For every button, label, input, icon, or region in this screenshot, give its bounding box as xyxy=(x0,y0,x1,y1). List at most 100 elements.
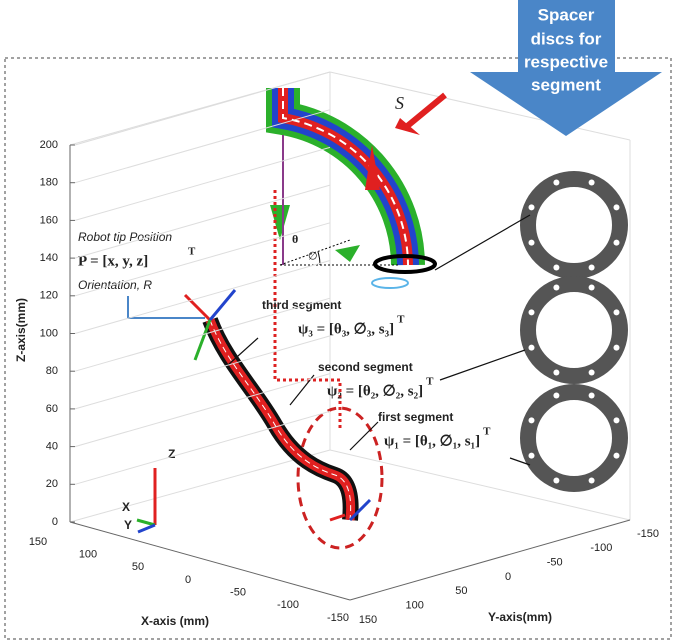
disc-hole xyxy=(613,309,620,316)
arc-label: S xyxy=(395,93,404,113)
z-tick-label: 100 xyxy=(40,327,58,339)
disc-hole xyxy=(613,239,620,246)
robot-body xyxy=(183,289,372,522)
disc-hole xyxy=(588,477,595,484)
callout-text: Spacer xyxy=(538,5,595,24)
z-tick-label: 20 xyxy=(46,478,58,490)
phi-label: ∅ xyxy=(308,251,318,263)
disc-hole xyxy=(613,417,620,424)
x-axis-label: X-axis (mm) xyxy=(141,614,209,628)
disc-hole xyxy=(528,239,535,246)
y-tick-label: 0 xyxy=(505,571,511,583)
disc-hole xyxy=(613,344,620,351)
z-tick-label: 40 xyxy=(46,441,58,453)
disc-hole xyxy=(553,179,560,186)
frame-x: X xyxy=(122,500,130,514)
x-tick-label: -50 xyxy=(230,587,246,599)
callout-text: respective xyxy=(524,52,608,71)
disc-pointers xyxy=(434,214,531,466)
disc-hole xyxy=(553,477,560,484)
tip-position-sup: T xyxy=(188,246,196,258)
segment-formula: ψ₂ = [θ₂, ∅₂, s₂] xyxy=(327,383,423,399)
tip-position: P = [x, y, z] xyxy=(78,253,148,269)
frame-y: Y xyxy=(124,518,132,532)
x-tick-label: 100 xyxy=(79,549,97,561)
z-tick-label: 160 xyxy=(40,214,58,226)
y-tick-label: 150 xyxy=(359,614,377,626)
segment-name: third segment xyxy=(262,298,341,312)
grid-line xyxy=(74,373,331,448)
grid-line xyxy=(74,109,331,184)
z-axis-label: Z-axis(mm) xyxy=(14,298,28,362)
disc-hole xyxy=(613,452,620,459)
disc-hole xyxy=(553,284,560,291)
segment-sup: T xyxy=(483,426,491,438)
disc-hole xyxy=(553,392,560,399)
grid-line xyxy=(74,260,331,334)
x-tick-label: -100 xyxy=(277,599,299,611)
x-tick-label: 150 xyxy=(29,536,47,548)
callout-text: discs for xyxy=(531,29,602,48)
segment-pointer xyxy=(227,337,259,366)
zoom-ellipse xyxy=(296,406,384,550)
z-tick-label: 180 xyxy=(40,177,58,189)
grid-line xyxy=(74,71,331,146)
y-tick-label: 100 xyxy=(405,600,423,612)
segment-sup: T xyxy=(426,376,434,388)
y-axis-label: Y-axis(mm) xyxy=(488,610,552,624)
disc-hole xyxy=(553,369,560,376)
y-tick-label: 50 xyxy=(455,585,467,597)
segment-name: second segment xyxy=(318,360,413,374)
callout-arrow xyxy=(470,0,662,136)
disc-hole xyxy=(588,179,595,186)
y-tick-label: -50 xyxy=(547,557,563,569)
disc-hole xyxy=(588,284,595,291)
x-tick-label: 0 xyxy=(185,574,191,586)
base-frame xyxy=(136,468,157,534)
disc-hole xyxy=(528,309,535,316)
z-tick-label: 80 xyxy=(46,365,58,377)
disc-hole xyxy=(588,369,595,376)
x-tick-label: -150 xyxy=(327,612,349,624)
grid-line xyxy=(74,335,331,410)
z-tick-label: 200 xyxy=(40,139,58,151)
y-tick-label: -150 xyxy=(637,528,659,540)
disc-hole xyxy=(528,452,535,459)
tip-label: Robot tip Position xyxy=(78,230,172,244)
segment-pointer xyxy=(289,374,315,406)
z-tick-label: 120 xyxy=(40,290,58,302)
segment-formula: ψ₁ = [θ₁, ∅₁, s₁] xyxy=(384,433,480,449)
grid-line xyxy=(74,410,331,485)
z-tick-label: 60 xyxy=(46,403,58,415)
tip-orientation: Orientation, R xyxy=(78,278,152,292)
y-tick-label: -100 xyxy=(590,542,612,554)
disc-hole xyxy=(588,392,595,399)
spacer-disc xyxy=(520,171,628,279)
grid-line xyxy=(74,146,331,221)
theta-label: θ xyxy=(292,232,298,246)
disc-hole xyxy=(553,264,560,271)
frame-z: Z xyxy=(168,447,175,461)
spacer-disc xyxy=(520,384,628,492)
grid-line xyxy=(74,222,331,297)
segment-name: first segment xyxy=(378,410,453,424)
disc-hole xyxy=(613,204,620,211)
disc-hole xyxy=(528,417,535,424)
segment-sup: T xyxy=(397,314,405,326)
segment-formula: ψ₃ = [θ₃, ∅₃, s₃] xyxy=(298,321,394,337)
frame xyxy=(4,57,672,640)
disc-hole xyxy=(528,344,535,351)
grid-line xyxy=(74,184,331,259)
segment-pointer xyxy=(349,421,379,451)
spacer-discs xyxy=(520,171,628,492)
z-tick-label: 140 xyxy=(40,252,58,264)
z-tick-label: 0 xyxy=(52,516,58,528)
callout-text: segment xyxy=(531,75,601,94)
grid-line xyxy=(74,297,331,372)
disc-hole xyxy=(588,264,595,271)
inset-segment xyxy=(266,88,447,289)
x-tick-label: 50 xyxy=(132,561,144,573)
disc-hole xyxy=(528,204,535,211)
